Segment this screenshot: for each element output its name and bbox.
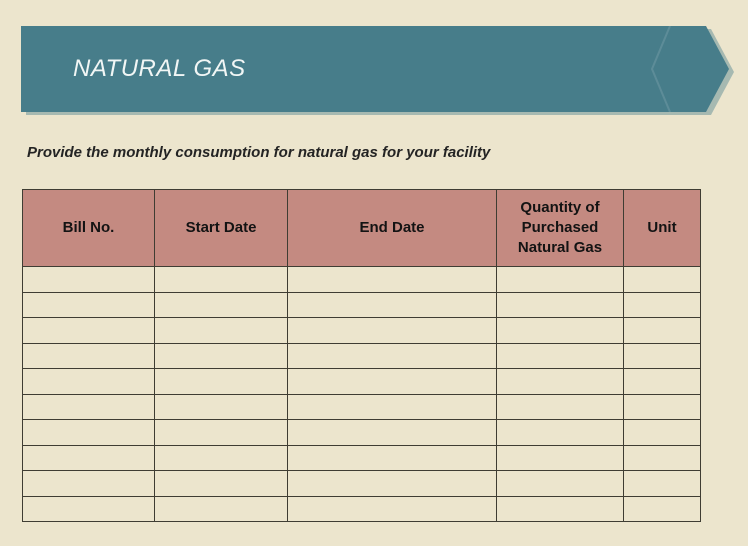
table-cell[interactable] — [623, 291, 701, 318]
instruction-text: Provide the monthly consumption for natu… — [27, 144, 491, 161]
table-cell[interactable] — [623, 266, 701, 293]
column-header-quantity-of-purchased-natural-gas: Quantity of Purchased Natural Gas — [496, 189, 624, 267]
table-cell[interactable] — [22, 419, 155, 446]
table-cell[interactable] — [22, 393, 155, 420]
table-row — [22, 470, 701, 497]
table-cell[interactable] — [623, 368, 701, 395]
table-cell[interactable] — [496, 419, 624, 446]
table-row — [22, 291, 701, 318]
table-cell[interactable] — [154, 393, 288, 420]
column-header-start-date: Start Date — [154, 189, 288, 267]
table-cell[interactable] — [154, 342, 288, 369]
table-cell[interactable] — [287, 368, 497, 395]
column-header-unit: Unit — [623, 189, 701, 267]
table-row — [22, 393, 701, 420]
table-cell[interactable] — [623, 393, 701, 420]
table-cell[interactable] — [496, 266, 624, 293]
table-cell[interactable] — [154, 470, 288, 497]
table-cell[interactable] — [22, 342, 155, 369]
table-cell[interactable] — [154, 266, 288, 293]
table-cell[interactable] — [287, 317, 497, 344]
table-cell[interactable] — [287, 470, 497, 497]
table-cell[interactable] — [154, 419, 288, 446]
banner-title: NATURAL GAS — [73, 55, 246, 82]
table-row — [22, 368, 701, 395]
table-cell[interactable] — [287, 342, 497, 369]
table-cell[interactable] — [287, 393, 497, 420]
table-row — [22, 266, 701, 293]
table-cell[interactable] — [154, 495, 288, 522]
table-row — [22, 444, 701, 471]
table-cell[interactable] — [623, 444, 701, 471]
table-cell[interactable] — [496, 291, 624, 318]
table-body — [22, 266, 701, 522]
column-header-end-date: End Date — [287, 189, 497, 267]
table-cell[interactable] — [22, 495, 155, 522]
banner-chevron-seam — [650, 26, 671, 113]
table-cell[interactable] — [623, 470, 701, 497]
banner-arrow-shape — [21, 26, 729, 112]
table-cell[interactable] — [623, 419, 701, 446]
column-header-bill-no: Bill No. — [22, 189, 155, 267]
table-cell[interactable] — [154, 368, 288, 395]
table-row — [22, 342, 701, 369]
table-cell[interactable] — [496, 495, 624, 522]
table-cell[interactable] — [496, 470, 624, 497]
table-cell[interactable] — [496, 342, 624, 369]
table-header-row: Bill No. Start Date End Date Quantity of Pu… — [22, 189, 701, 267]
table-cell[interactable] — [623, 317, 701, 344]
table-cell[interactable] — [623, 495, 701, 522]
table-row — [22, 419, 701, 446]
table-cell[interactable] — [22, 317, 155, 344]
natural-gas-consumption-table: Bill No. Start Date End Date Quantity of Pu… — [22, 189, 701, 522]
banner-arrow-graphic — [21, 26, 734, 115]
table-cell[interactable] — [623, 342, 701, 369]
table-cell[interactable] — [22, 291, 155, 318]
table-cell[interactable] — [496, 444, 624, 471]
table-header: Bill No. Start Date End Date Quantity of Pu… — [22, 189, 701, 267]
table-cell[interactable] — [287, 419, 497, 446]
table-cell[interactable] — [287, 266, 497, 293]
table-row — [22, 317, 701, 344]
table-cell[interactable] — [22, 470, 155, 497]
table-cell[interactable] — [22, 368, 155, 395]
table-cell[interactable] — [154, 291, 288, 318]
table-cell[interactable] — [22, 266, 155, 293]
table-cell[interactable] — [287, 495, 497, 522]
table-cell[interactable] — [154, 317, 288, 344]
table-cell[interactable] — [496, 368, 624, 395]
natural-gas-banner: NATURAL GAS — [21, 26, 735, 116]
table-cell[interactable] — [287, 444, 497, 471]
table-cell[interactable] — [496, 393, 624, 420]
table-cell[interactable] — [22, 444, 155, 471]
table-row — [22, 495, 701, 522]
table-cell[interactable] — [287, 291, 497, 318]
table-cell[interactable] — [496, 317, 624, 344]
table-cell[interactable] — [154, 444, 288, 471]
